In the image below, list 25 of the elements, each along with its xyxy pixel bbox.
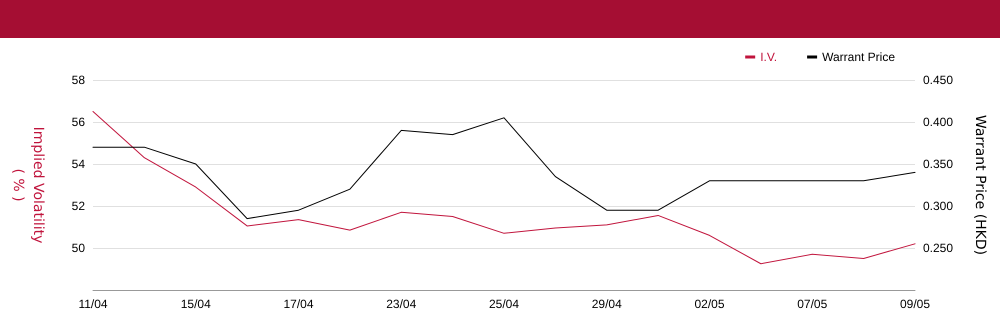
y-tick-label: 50: [72, 241, 86, 255]
x-tick-label: 25/04: [488, 297, 520, 311]
x-tick-label: 09/05: [900, 297, 930, 311]
y2-axis-title: Warrant Price (HKD): [972, 114, 988, 256]
y2-tick-label: 0.450: [923, 73, 954, 87]
line-series: [92, 117, 916, 220]
y2-tick-label: 0.350: [923, 157, 954, 171]
y-tick-label: 54: [72, 157, 86, 171]
line-series: [92, 111, 916, 264]
y2-tick-label: 0.250: [923, 241, 954, 255]
x-tick-label: 15/04: [180, 297, 212, 311]
y2-tick-label: 0.300: [923, 199, 954, 213]
y2-tick-label: 0.400: [923, 115, 954, 129]
x-tick-label: 07/05: [797, 297, 828, 311]
x-tick-label: 23/04: [386, 297, 417, 311]
x-tick-label: 29/04: [592, 297, 622, 311]
y-tick-label: 58: [72, 73, 86, 87]
legend-label: I.V.: [760, 50, 778, 64]
y-tick-label: 56: [72, 115, 86, 129]
y-axis-title: Implied Volatility ( % ): [10, 126, 46, 244]
x-tick-label: 17/04: [283, 297, 314, 311]
x-tick-label: 11/04: [78, 297, 108, 311]
legend-label: Warrant Price: [822, 50, 896, 64]
x-tick-label: 02/05: [694, 297, 725, 311]
y-tick-label: 52: [72, 199, 86, 213]
